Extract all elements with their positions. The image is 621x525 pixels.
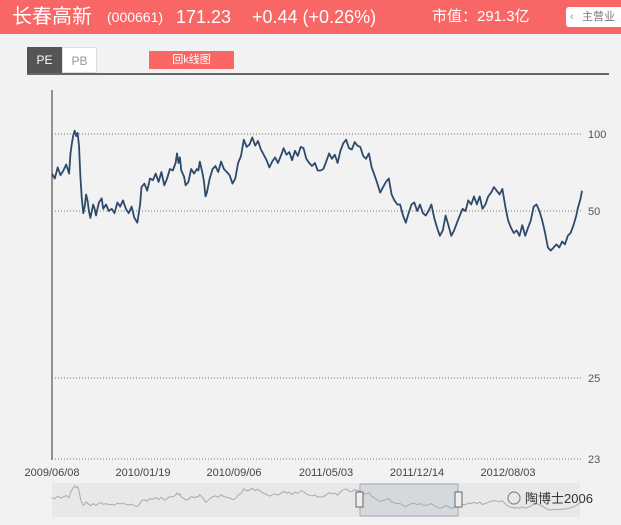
x-tick-label: 2011/12/14 (390, 467, 444, 479)
main-business-button[interactable]: ‹ 主营业 (566, 7, 621, 27)
stock-code: (000661) (107, 9, 164, 25)
navigator-handle-right[interactable] (454, 491, 463, 508)
navigator-handle-left[interactable] (355, 491, 364, 508)
y-tick-label: 50 (588, 206, 600, 218)
tab-pb[interactable]: PB (62, 47, 97, 73)
market-cap: 市值：291.3亿 (432, 8, 530, 25)
navigator-line (51, 485, 583, 511)
x-tick-label: 2011/05/03 (299, 467, 353, 479)
navigator-background (52, 483, 580, 517)
stock-change: +0.44 (+0.26%) (252, 7, 377, 27)
y-tick-label: 23 (588, 454, 600, 466)
tab-divider (27, 73, 609, 75)
y-tick-label: 25 (588, 373, 600, 385)
x-tick-label: 2009/06/08 (24, 467, 79, 479)
watermark-text: 陶博士2006 (525, 491, 593, 506)
chevron-left-icon: ‹ (570, 11, 574, 23)
tab-pe[interactable]: PE (27, 47, 62, 73)
wechat-icon (507, 491, 521, 505)
kline-button[interactable]: 回k线图 (149, 51, 234, 69)
y-tick-label: 100 (588, 129, 606, 141)
x-tick-label: 2012/08/03 (480, 467, 535, 479)
pe-series-line (51, 129, 583, 252)
x-tick-label: 2010/09/06 (206, 467, 261, 479)
stock-price: 171.23 (176, 7, 232, 27)
header-bar: 长春高新 (000661) 171.23 +0.44 (+0.26%) 市值：2… (0, 0, 621, 34)
navigator-selection (359, 483, 459, 517)
stock-name: 长春高新 (12, 6, 92, 28)
main-business-label: 主营业 (582, 11, 615, 23)
x-tick-label: 2010/01/19 (115, 467, 170, 479)
